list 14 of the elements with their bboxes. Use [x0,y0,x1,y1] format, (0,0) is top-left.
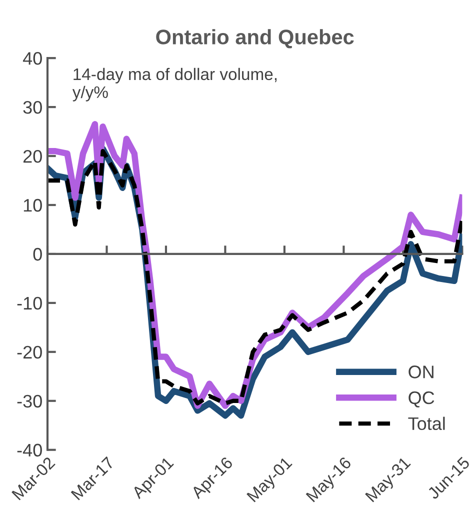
y-tick-label: 0 [33,248,42,261]
chart-title: Ontario and Quebec [156,29,354,48]
legend-label: ON [408,366,434,378]
legend-label: Total [408,416,445,430]
annotation: 14-day ma of dollar volume, y/y% [72,68,277,102]
y-tick-label: -10 [17,296,42,310]
y-tick-label: 20 [23,150,42,163]
y-tick-label: -20 [17,346,42,359]
y-tick-label: 40 [22,52,42,65]
y-tick-label: -30 [17,394,42,408]
y-tick-label: 10 [24,198,42,212]
legend-label: QC [408,391,434,408]
y-tick-label: -40 [17,444,42,457]
y-tick-label: 30 [23,100,42,114]
